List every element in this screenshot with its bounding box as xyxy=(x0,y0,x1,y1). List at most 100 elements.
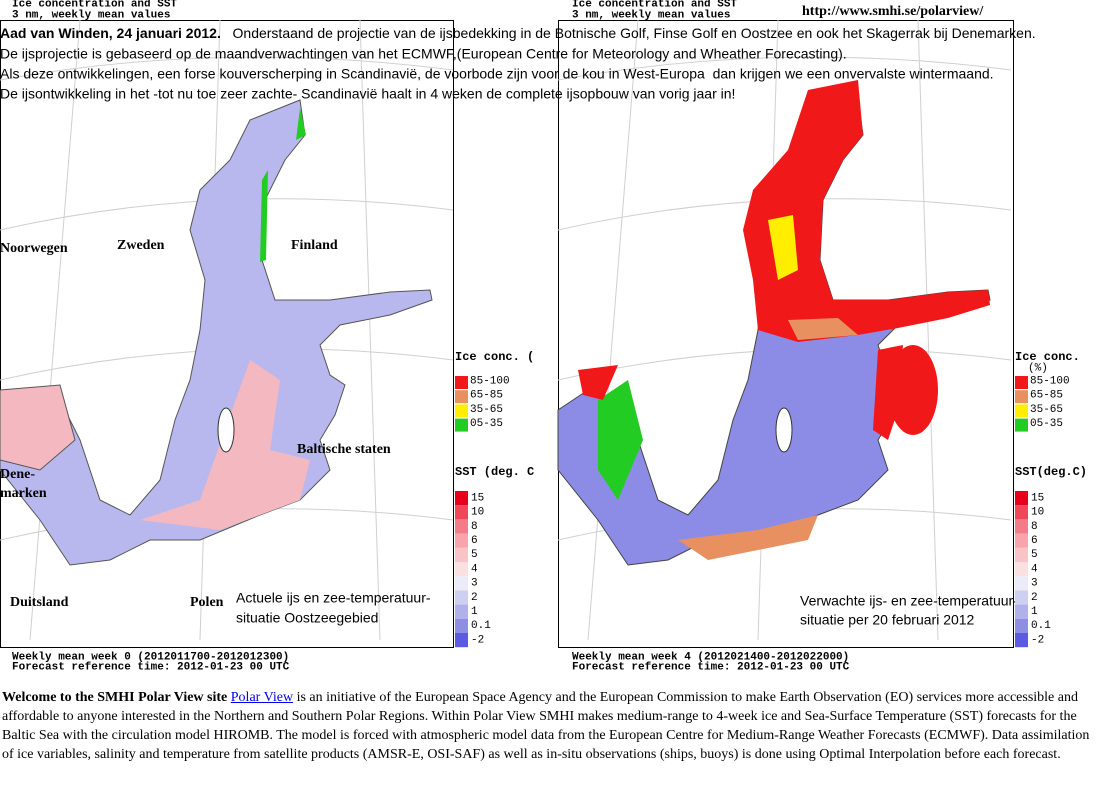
legend-swatch xyxy=(1015,547,1028,562)
ice-85-100 xyxy=(743,80,990,342)
legend-label: 4 xyxy=(1031,563,1038,575)
legend-swatch xyxy=(455,519,468,534)
legend-label: 3 xyxy=(1031,578,1038,590)
country-label: Duitsland xyxy=(10,595,69,610)
legend-swatch xyxy=(455,404,468,418)
legend-swatch xyxy=(455,505,468,520)
legend-swatch xyxy=(455,604,468,619)
map-subtitle: 3 nm, weekly mean values xyxy=(12,9,170,21)
right-map xyxy=(557,19,1014,648)
legend-swatch xyxy=(1015,533,1028,548)
ice-edge xyxy=(260,108,306,262)
legend-swatch xyxy=(1015,604,1028,619)
map-footer: Weekly mean week 4 (2012021400-201202200… xyxy=(572,651,849,663)
legend-swatch xyxy=(1015,562,1028,577)
legend-swatch xyxy=(455,533,468,548)
country-label: Polen xyxy=(190,595,224,610)
legend-title: Ice conc. ( xyxy=(455,350,534,364)
legend-title: SST (deg. C xyxy=(455,465,534,479)
intro-text: Onderstaand de projectie van de ijsbedek… xyxy=(221,25,1036,41)
intro-line: De ijsontwikkeling in het -tot nu toe ze… xyxy=(0,85,735,101)
island xyxy=(217,407,235,453)
description-title: Welcome to the SMHI Polar View site xyxy=(2,690,228,705)
legend-label: 5 xyxy=(471,549,478,561)
country-label: Baltische staten xyxy=(297,442,391,457)
legend-label: 65-85 xyxy=(1030,390,1063,402)
caption: Verwachte ijs- en zee-temperatuur- xyxy=(800,592,1018,608)
author: Aad van Winden, 24 januari 2012. xyxy=(0,25,221,41)
legend-label: 2 xyxy=(471,592,478,604)
legend-label: 6 xyxy=(1031,535,1038,547)
caption: situatie Oostzeegebied xyxy=(236,609,378,625)
legend-label: 6 xyxy=(471,535,478,547)
country-label: Noorwegen xyxy=(0,241,68,256)
legend-label: 2 xyxy=(1031,592,1038,604)
description-text: is an initiative of the European Space A… xyxy=(2,690,1090,762)
ice-85-100 xyxy=(578,365,618,400)
legend-swatch xyxy=(1015,418,1028,432)
legend-swatch xyxy=(455,562,468,577)
legend-swatch xyxy=(1015,505,1028,520)
legend-label: 5 xyxy=(1031,549,1038,561)
warm-edge xyxy=(678,515,818,560)
warm-area xyxy=(0,384,76,471)
legend-label: 15 xyxy=(1031,492,1044,504)
legend-label: -2 xyxy=(471,634,484,646)
legend-label: 3 xyxy=(471,578,478,590)
legend-label: 85-100 xyxy=(1030,375,1070,387)
legend-swatch xyxy=(1015,390,1028,404)
legend-label: 05-35 xyxy=(470,418,503,430)
legend-label: 35-65 xyxy=(470,404,503,416)
legend-swatch xyxy=(1015,376,1028,389)
legend-label: 10 xyxy=(471,507,484,519)
legend-label: 65-85 xyxy=(470,390,503,402)
island xyxy=(775,407,793,453)
legend-swatch xyxy=(1015,519,1028,534)
country-label: Zweden xyxy=(117,238,165,253)
caption: Actuele ijs en zee-temperatuur- xyxy=(236,589,431,605)
maps: Ice concentration and SST 3 nm, weekly m… xyxy=(0,0,1087,673)
country-label: Dene- xyxy=(0,467,35,482)
legend-swatch xyxy=(455,590,468,605)
polar-view-link[interactable]: Polar View xyxy=(230,690,294,705)
country-label: marken xyxy=(0,486,47,501)
country-label: Finland xyxy=(291,238,338,253)
intro-line: Als deze ontwikkelingen, een forse kouve… xyxy=(0,65,994,81)
legend-swatch xyxy=(1015,491,1028,506)
legend-swatch xyxy=(455,491,468,506)
legend-swatch xyxy=(1015,576,1028,591)
legend-swatch xyxy=(455,633,468,648)
ice-65-85 xyxy=(788,318,858,340)
map-footer: Forecast reference time: 2012-01-23 00 U… xyxy=(572,661,850,673)
legend-label: -2 xyxy=(1031,634,1044,646)
legend-title: Ice conc. xyxy=(1015,350,1080,364)
legend-swatch xyxy=(455,390,468,404)
legend-label: 15 xyxy=(471,492,484,504)
map-subtitle: 3 nm, weekly mean values xyxy=(572,9,730,21)
ice-35-65 xyxy=(768,215,798,280)
legend-swatch xyxy=(1015,633,1028,648)
legend-title: SST(deg.C) xyxy=(1015,465,1087,479)
legend-label: 35-65 xyxy=(1030,404,1063,416)
legend-swatch xyxy=(1015,590,1028,605)
legend-label: 10 xyxy=(1031,507,1044,519)
description: Welcome to the SMHI Polar View site Pola… xyxy=(2,688,1092,764)
ice-85-100 xyxy=(888,345,938,435)
map-title: Ice concentration and SST xyxy=(12,0,177,10)
map-footer: Forecast reference time: 2012-01-23 00 U… xyxy=(12,661,290,673)
legend-label: 8 xyxy=(471,521,478,533)
legend-label: 05-35 xyxy=(1030,418,1063,430)
map-title: Ice concentration and SST xyxy=(572,0,737,10)
url: http://www.smhi.se/polarview/ xyxy=(802,4,984,19)
ice-05-35 xyxy=(598,380,643,500)
legend-label: 1 xyxy=(1031,606,1038,618)
legend-swatch xyxy=(455,418,468,432)
legend-label: 85-100 xyxy=(470,375,510,387)
legend-label: 8 xyxy=(1031,521,1038,533)
legend-label: 0.1 xyxy=(1031,620,1051,632)
intro-line: Aad van Winden, 24 januari 2012. Onderst… xyxy=(0,25,1036,41)
legend-swatch xyxy=(455,576,468,591)
legend-label: 0.1 xyxy=(471,620,491,632)
legend-swatch xyxy=(455,376,468,389)
